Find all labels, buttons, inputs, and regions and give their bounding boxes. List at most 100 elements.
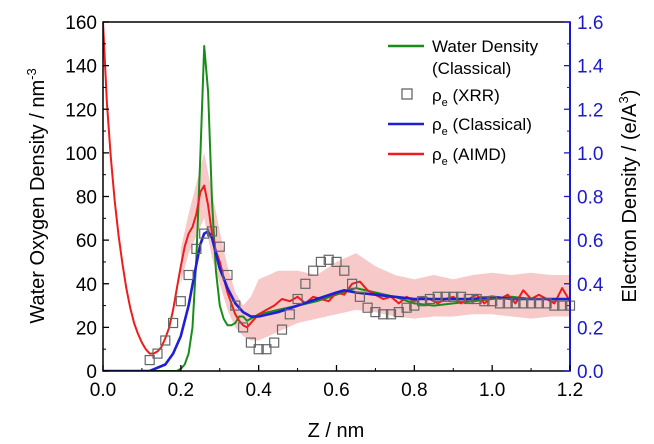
y-right-tick-label: 1.0 [577, 144, 603, 165]
y-right-tick-label: 0.2 [577, 318, 603, 339]
legend-label-aimd: ρe (AIMD) [432, 145, 506, 168]
xrr-point [292, 293, 303, 305]
xrr-point [347, 278, 358, 289]
y-left-tick-label: 100 [65, 144, 97, 165]
classical-electron-density-line [103, 230, 570, 371]
legend-label-classical-rest: (Classical) [448, 115, 532, 134]
xrr-point [440, 291, 451, 302]
water-density-line [103, 45, 570, 371]
xrr-point [525, 298, 537, 309]
xrr-point [206, 226, 218, 237]
aimd-electron-density-line [103, 22, 570, 355]
xrr-point [354, 291, 365, 302]
xrr-point [541, 298, 552, 309]
xrr-point [557, 300, 568, 311]
y-right-tick-label: 0.6 [577, 231, 603, 252]
xrr-point [300, 278, 311, 289]
xrr-point [487, 296, 498, 307]
xrr-marker-layer [144, 226, 576, 366]
x-tick-label: 0.4 [245, 380, 272, 401]
y-right-tick-label: 0.0 [577, 362, 603, 383]
aimd-spread-band-layer [180, 152, 570, 341]
legend-label-aimd-sub: e [442, 156, 448, 168]
legend: Water Density (Classical) ρe (XRR) ρe (C… [388, 37, 539, 168]
xrr-point [276, 324, 288, 335]
x-tick-label: 0.2 [168, 380, 194, 401]
xrr-point [385, 309, 397, 320]
xrr-point [323, 254, 334, 265]
left-axis-title: Water Oxygen Density / nm-3 [24, 68, 49, 323]
xrr-point [160, 335, 171, 346]
y-left-tick-label: 80 [76, 188, 97, 209]
legend-swatch-xrr [401, 88, 413, 100]
legend-label-xrr-rho: ρ [432, 86, 442, 105]
xrr-point [494, 298, 506, 309]
x-axis-title: Z / nm [308, 420, 365, 442]
y-right-tick-label: 0.4 [577, 275, 604, 296]
x-tick-label: 1.0 [479, 380, 505, 401]
aimd-spread-band [180, 152, 570, 341]
legend-label-aimd-rest: (AIMD) [448, 145, 507, 164]
xrr-point [448, 291, 459, 302]
xrr-point [378, 309, 389, 320]
xrr-point [463, 293, 474, 305]
y-right-tick-label: 1.4 [577, 57, 604, 78]
xrr-point [183, 269, 194, 281]
left-axis-title-main: Water Oxygen Density / nm [27, 80, 49, 324]
legend-label-xrr-rest: (XRR) [448, 86, 500, 105]
xrr-point [401, 302, 412, 313]
xrr-point [245, 337, 256, 348]
xrr-point [261, 344, 272, 355]
xrr-point [199, 228, 210, 239]
x-tick-label: 1.2 [557, 380, 583, 401]
xrr-point [432, 291, 443, 302]
xrr-point [191, 243, 202, 254]
y-left-tick-label: 120 [65, 100, 97, 121]
legend-label-xrr-sub: e [442, 97, 448, 109]
right-axis-title-main: Electron Density / (e/A [619, 103, 641, 303]
xrr-point [331, 256, 342, 267]
right-axis-title: Electron Density / (e/A3) [616, 90, 641, 303]
legend-label-water-line2: (Classical) [432, 59, 511, 78]
xrr-point [533, 298, 545, 309]
y-left-tick-label: 60 [76, 231, 97, 252]
xrr-point [424, 293, 435, 305]
legend-label-xrr: ρe (XRR) [432, 86, 500, 109]
xrr-point [455, 291, 467, 302]
xrr-point [269, 337, 280, 348]
right-axis-title-exponent: 3 [616, 96, 631, 103]
xrr-point [502, 298, 513, 309]
xrr-point [230, 300, 241, 311]
xrr-point [479, 296, 490, 307]
xrr-point [549, 300, 560, 311]
xrr-point [214, 241, 225, 252]
y-right-tick-label: 0.8 [577, 188, 603, 209]
x-tick-label: 0.6 [323, 380, 349, 401]
xrr-point [308, 265, 319, 276]
legend-label-classical: ρe (Classical) [432, 115, 532, 138]
y-left-tick-label: 0 [86, 362, 97, 383]
xrr-point [339, 265, 350, 276]
xrr-point [417, 296, 428, 307]
legend-label-water-line1: Water Density [432, 37, 539, 56]
xrr-point [315, 256, 326, 267]
legend-label-classical-sub: e [442, 126, 448, 138]
xrr-point [175, 296, 186, 307]
legend-label-classical-rho: ρ [432, 115, 442, 134]
y-left-tick-label: 160 [65, 13, 97, 34]
x-tick-label: 0.0 [90, 380, 116, 401]
y-left-tick-label: 140 [65, 57, 97, 78]
tick-layer: 0.0 0.2 0.4 0.6 0.8 1.0 1.2 0 20 40 60 80 100 120 140 1… [65, 13, 604, 401]
xrr-point [284, 309, 295, 320]
left-axis-title-exponent: -3 [24, 68, 39, 80]
right-axis-title-end: ) [619, 90, 641, 97]
xrr-point [370, 307, 381, 318]
series-layer [103, 22, 570, 371]
xrr-point [168, 317, 179, 329]
xrr-point [222, 269, 233, 281]
xrr-point [510, 298, 521, 309]
xrr-point [471, 293, 482, 305]
xrr-point [238, 322, 249, 333]
xrr-point [152, 348, 163, 359]
